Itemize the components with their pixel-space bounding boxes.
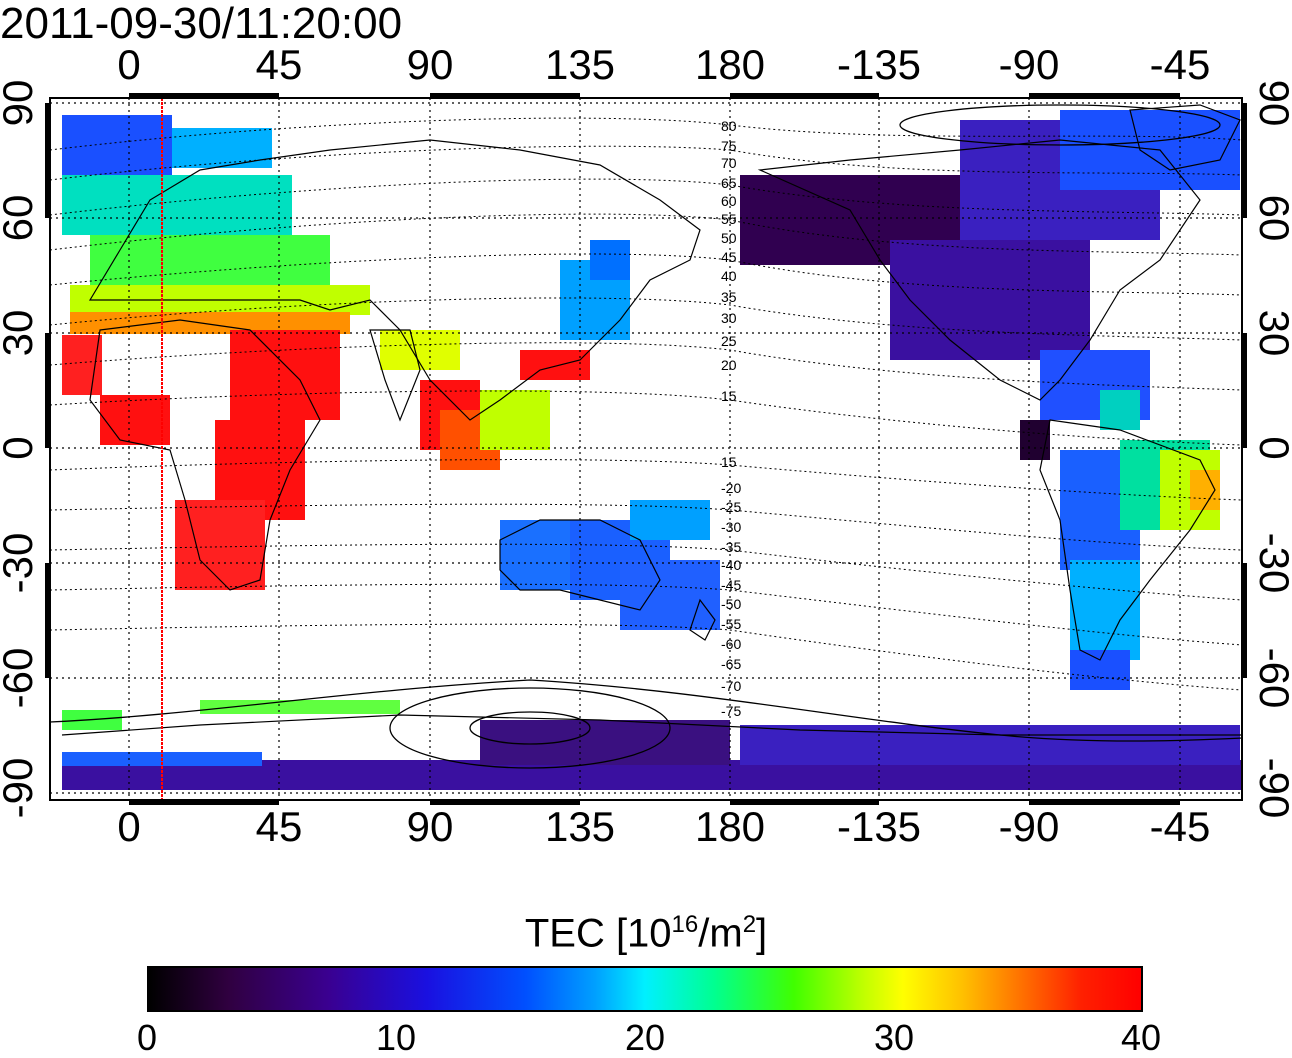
right-axis-label: 30	[1251, 309, 1292, 357]
colorbar-title-main: TEC [10	[524, 911, 672, 956]
top-axis-label: -45	[1149, 41, 1211, 88]
right-axis-label: 60	[1251, 194, 1292, 242]
bottom-axis-label: 180	[694, 803, 766, 850]
top-axis-label: 135	[544, 41, 616, 88]
contour-label: 70	[721, 155, 737, 171]
bottom-axis-label: -135	[836, 803, 922, 850]
contour-label: -45	[721, 577, 741, 593]
top-axis-label: 0	[117, 41, 141, 88]
colorbar-title-sup1: 16	[671, 911, 699, 938]
colorbar-tick-label: 40	[1120, 1017, 1162, 1058]
colorbar-title-mid: /m	[698, 911, 743, 956]
right-axis-label: -60	[1251, 647, 1292, 709]
map-title: 2011-09-30/11:20:00	[0, 0, 403, 48]
top-axis-label: 45	[255, 41, 303, 88]
right-axis-label: -90	[1251, 757, 1292, 819]
bottom-axis-label: 45	[255, 803, 303, 850]
contour-label: -30	[721, 519, 741, 535]
top-axis-label: -135	[836, 41, 922, 88]
bottom-axis-label: -45	[1149, 803, 1211, 850]
contour-label: 30	[721, 310, 737, 326]
contour-label: -75	[721, 703, 741, 719]
left-axis-label: 30	[0, 309, 41, 357]
colorbar-tick-label: 0	[136, 1017, 158, 1058]
colorbar-tick-label: 20	[624, 1017, 666, 1058]
map-plot: 80 75 70 65 60 55 50 45 40 35 30 25 20 1…	[45, 93, 1247, 805]
bottom-axis-label: -90	[998, 803, 1060, 850]
contour-label: 65	[721, 175, 737, 191]
right-axis-label: 90	[1251, 79, 1292, 127]
left-axis-label: -60	[0, 647, 41, 709]
contour-label: 15	[721, 388, 737, 404]
left-axis-label: -30	[0, 532, 41, 594]
contour-label: -60	[721, 636, 741, 652]
contour-label: 45	[721, 249, 737, 265]
frame-ticks	[45, 93, 1247, 805]
contour-label: 50	[721, 230, 737, 246]
bottom-axis-label: 135	[544, 803, 616, 850]
colorbar	[147, 966, 1143, 1012]
right-axis-label: -30	[1251, 532, 1292, 594]
plot-frame	[49, 97, 1243, 801]
contour-label-group: 80 75 70 65 60 55 50 45 40 35 30 25 20 1…	[721, 118, 741, 719]
left-axis-label: 60	[0, 194, 41, 242]
colorbar-title-end: ]	[756, 911, 768, 956]
magnetic-contours	[50, 117, 1242, 691]
contour-label: 55	[721, 211, 737, 227]
coastlines	[61, 104, 1242, 736]
contour-label: -70	[721, 678, 741, 694]
contour-label: 40	[721, 268, 737, 284]
contour-label: 20	[721, 357, 737, 373]
left-axis-label: 0	[0, 408, 41, 488]
contour-label: 35	[721, 289, 737, 305]
graticule	[50, 98, 1242, 800]
contour-label: 80	[721, 118, 737, 134]
contour-label: 75	[721, 138, 737, 154]
contour-label: -25	[721, 499, 741, 515]
top-axis-label: 90	[406, 41, 454, 88]
tec-data-layer	[62, 110, 1242, 790]
pole-contours	[50, 104, 1242, 769]
contour-label: -20	[721, 480, 741, 496]
colorbar-title: TEC [1016/m2]	[0, 905, 1292, 953]
top-axis-label: 180	[694, 41, 766, 88]
colorbar-tick-label: 30	[873, 1017, 915, 1058]
top-axis-label: -90	[998, 41, 1060, 88]
contour-label: -50	[721, 596, 741, 612]
contour-label: 15	[721, 454, 737, 470]
contour-label: -65	[721, 656, 741, 672]
contour-label: -55	[721, 616, 741, 632]
contour-label: -40	[721, 557, 741, 573]
bottom-axis-label: 90	[406, 803, 454, 850]
colorbar-title-sup2: 2	[742, 911, 757, 938]
contour-label: 60	[721, 193, 737, 209]
bottom-axis-label: 0	[117, 803, 141, 850]
contour-label: 25	[721, 333, 737, 349]
left-axis-label: -90	[0, 757, 41, 819]
contour-label: -35	[721, 539, 741, 555]
left-axis-label: 90	[0, 79, 41, 127]
right-axis-label: 0	[1251, 408, 1292, 488]
colorbar-tick-label: 10	[375, 1017, 417, 1058]
